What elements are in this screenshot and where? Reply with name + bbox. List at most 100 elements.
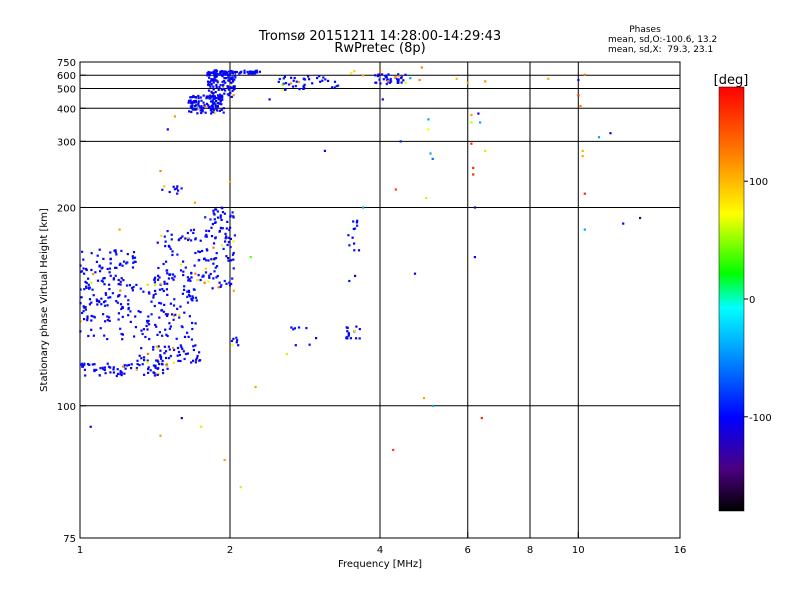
- data-point: [232, 258, 235, 261]
- data-point: [315, 337, 318, 340]
- data-point: [362, 74, 365, 77]
- data-point: [172, 361, 175, 364]
- data-point: [106, 267, 109, 271]
- data-point: [389, 77, 392, 81]
- data-point: [173, 115, 176, 118]
- data-point: [117, 312, 120, 315]
- data-point: [104, 320, 107, 323]
- chart-title-line2: RwPretec (8p): [334, 41, 425, 56]
- data-point: [99, 367, 102, 370]
- data-point: [159, 302, 163, 305]
- data-point: [221, 84, 224, 87]
- data-point: [581, 149, 584, 152]
- data-point: [622, 222, 625, 225]
- data-point: [186, 237, 189, 240]
- data-point: [182, 274, 185, 277]
- data-point: [103, 366, 106, 369]
- data-point: [198, 106, 202, 109]
- data-point: [219, 95, 222, 98]
- data-point: [229, 237, 232, 240]
- data-point: [146, 319, 149, 323]
- data-point: [103, 368, 106, 372]
- data-point: [222, 111, 225, 114]
- data-point: [357, 249, 361, 252]
- data-point: [220, 73, 223, 76]
- colorbar-label: [deg]: [714, 73, 749, 88]
- data-point: [161, 359, 164, 363]
- data-point: [290, 76, 293, 79]
- data-point: [254, 385, 257, 389]
- data-point: [232, 289, 235, 292]
- data-point: [201, 110, 204, 113]
- data-point: [210, 79, 213, 82]
- data-point: [413, 272, 417, 275]
- data-point: [158, 301, 161, 305]
- data-point: [160, 309, 163, 312]
- data-point: [227, 241, 230, 244]
- data-point: [168, 245, 171, 248]
- data-point: [215, 97, 218, 100]
- data-point: [204, 111, 207, 114]
- data-point: [195, 357, 199, 360]
- data-point: [167, 357, 171, 360]
- data-point: [85, 285, 88, 288]
- data-point: [205, 95, 208, 98]
- data-point: [208, 74, 211, 77]
- data-point: [158, 372, 161, 375]
- data-point: [302, 85, 305, 88]
- data-point: [115, 266, 118, 269]
- data-point: [292, 79, 295, 82]
- data-point: [179, 237, 182, 240]
- colorbar-tick-label: -100: [749, 413, 772, 424]
- data-point: [165, 333, 168, 336]
- data-point: [212, 108, 215, 112]
- data-point: [194, 251, 197, 255]
- data-point: [214, 103, 217, 106]
- data-point: [210, 92, 213, 95]
- data-point: [186, 290, 189, 293]
- data-point: [190, 105, 194, 108]
- data-point: [100, 303, 103, 306]
- data-point: [394, 188, 397, 191]
- data-point: [214, 91, 217, 94]
- data-point: [213, 101, 216, 104]
- data-point: [258, 70, 261, 73]
- data-point: [378, 78, 381, 81]
- data-point: [112, 366, 115, 369]
- data-point: [220, 70, 224, 73]
- data-point: [229, 70, 233, 73]
- data-point: [252, 70, 255, 73]
- data-point: [106, 315, 109, 318]
- data-point: [176, 346, 180, 350]
- data-point: [183, 335, 187, 338]
- data-point: [119, 280, 122, 283]
- data-point: [82, 305, 85, 308]
- data-point: [353, 227, 357, 230]
- data-point: [177, 189, 180, 192]
- data-point: [172, 318, 175, 321]
- data-point: [249, 72, 252, 75]
- data-point: [204, 216, 207, 219]
- data-point: [223, 77, 226, 80]
- data-point: [216, 81, 219, 84]
- data-point: [103, 283, 106, 286]
- data-point: [220, 218, 223, 221]
- data-point: [213, 76, 216, 79]
- data-point: [200, 107, 203, 110]
- data-point: [112, 277, 115, 280]
- data-point: [84, 306, 87, 309]
- data-point: [96, 254, 99, 257]
- data-point: [210, 95, 213, 98]
- data-point: [219, 97, 222, 101]
- data-point: [80, 296, 83, 299]
- data-point: [210, 78, 213, 81]
- data-point: [337, 84, 340, 87]
- data-point: [427, 128, 430, 131]
- data-point: [350, 72, 353, 75]
- data-point: [80, 270, 84, 273]
- data-point: [166, 364, 169, 367]
- data-point: [225, 255, 228, 258]
- data-point: [127, 314, 130, 317]
- data-point: [79, 320, 82, 323]
- data-point: [374, 74, 377, 77]
